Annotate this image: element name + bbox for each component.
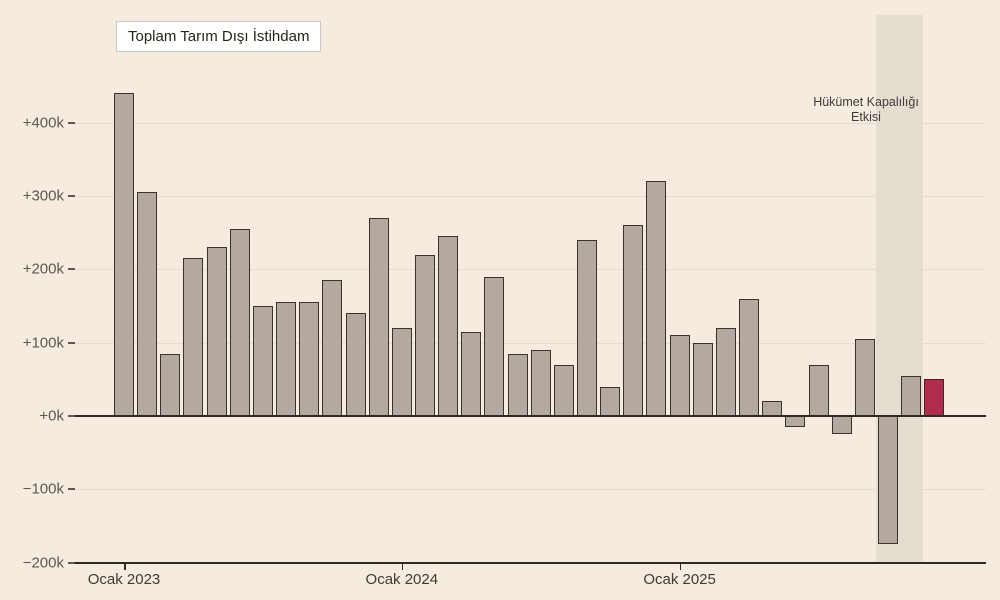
bar[interactable] <box>484 276 505 416</box>
gridline-+300k <box>75 196 986 197</box>
bar[interactable] <box>762 401 783 416</box>
bar[interactable] <box>322 280 343 416</box>
y-tick-mark <box>68 195 75 197</box>
bar[interactable] <box>438 236 459 416</box>
chart-title: Toplam Tarım Dışı İstihdam <box>116 21 322 52</box>
bar[interactable] <box>669 335 690 416</box>
annotation-line-1: Hükümet Kapalılığı <box>813 95 919 109</box>
x-tick-label: Ocak 2025 <box>643 571 716 588</box>
shutdown-annotation: Hükümet Kapalılığı Etkisi <box>813 95 919 124</box>
bar[interactable] <box>160 353 181 416</box>
x-tick-mark <box>679 564 682 570</box>
bar[interactable] <box>206 247 227 416</box>
y-tick-label: −200k <box>22 554 64 572</box>
y-tick-mark <box>68 561 75 564</box>
bar[interactable] <box>577 240 597 416</box>
x-tick-mark <box>401 564 404 570</box>
x-tick-mark <box>124 564 126 570</box>
y-tick-label: +200k <box>22 260 64 278</box>
bar[interactable] <box>137 192 158 416</box>
bar[interactable] <box>391 328 412 416</box>
bar[interactable] <box>299 302 320 416</box>
zero-baseline <box>75 415 986 417</box>
bar[interactable] <box>553 364 574 416</box>
bar[interactable] <box>646 181 667 416</box>
annotation-line-2: Etkisi <box>851 109 881 124</box>
bar[interactable] <box>183 258 204 416</box>
bar[interactable] <box>114 93 134 416</box>
bar[interactable] <box>877 416 898 545</box>
bar[interactable] <box>461 331 482 416</box>
y-tick-mark <box>68 415 75 417</box>
bar[interactable] <box>739 298 760 416</box>
gridline-+100k <box>75 342 986 344</box>
bar[interactable] <box>831 416 852 435</box>
y-tick-label: +400k <box>22 114 64 132</box>
y-tick-label: −100k <box>22 480 64 498</box>
y-tick-mark <box>68 341 75 344</box>
y-tick-label: +0k <box>39 407 64 425</box>
bar[interactable] <box>229 229 250 416</box>
bar-latest-red[interactable] <box>924 379 945 416</box>
chart-title-text: Toplam Tarım Dışı İstihdam <box>128 28 310 45</box>
gridline-+200k <box>75 269 986 271</box>
y-tick-label: +300k <box>22 187 64 205</box>
bar[interactable] <box>530 350 551 416</box>
y-tick-label: +100k <box>22 334 64 352</box>
bar[interactable] <box>808 364 829 416</box>
bar[interactable] <box>345 313 366 416</box>
bar[interactable] <box>854 339 875 416</box>
y-tick-mark <box>68 121 75 124</box>
bar[interactable] <box>623 225 644 416</box>
bar[interactable] <box>507 353 528 416</box>
bar[interactable] <box>276 302 297 416</box>
bar[interactable] <box>692 342 713 416</box>
x-axis-line <box>75 562 986 564</box>
bar[interactable] <box>600 386 621 416</box>
bar[interactable] <box>715 328 736 416</box>
x-tick-label: Ocak 2023 <box>87 571 161 588</box>
bar[interactable] <box>414 254 435 416</box>
bar[interactable] <box>785 416 806 427</box>
bar[interactable] <box>368 218 389 416</box>
x-tick-label: Ocak 2024 <box>365 571 439 588</box>
gridline-+400k <box>75 122 986 124</box>
bar[interactable] <box>252 306 273 416</box>
y-tick-mark <box>68 488 75 491</box>
gridline-−100k <box>75 489 986 491</box>
bar[interactable] <box>901 375 922 416</box>
y-tick-mark <box>68 268 75 271</box>
